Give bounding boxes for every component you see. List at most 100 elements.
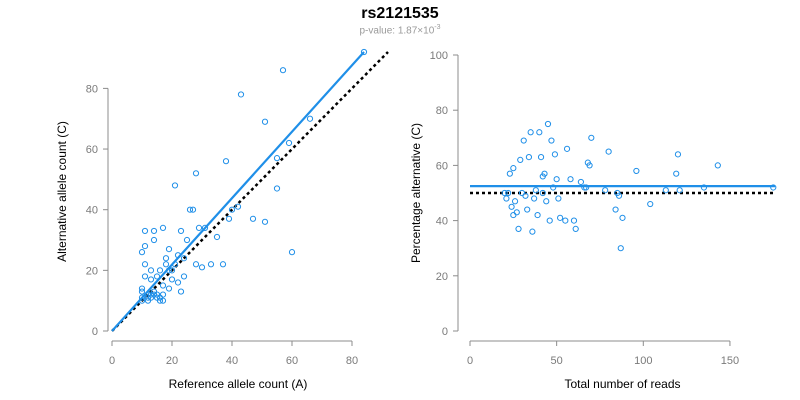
chart2-data-point: [662, 187, 669, 194]
chart2-data-point: [517, 156, 524, 163]
chart2-data-point: [619, 214, 626, 221]
chart2-data-point: [588, 134, 595, 141]
chart2-data-point: [520, 137, 527, 144]
chart2-data-point: [714, 162, 721, 169]
chart2-data-point: [553, 176, 560, 183]
chart1-data-point: [225, 215, 233, 222]
chart1-data-point: [156, 267, 164, 274]
chart2-y-tick-label: 80: [436, 105, 448, 117]
chart1-x-tick-label: 20: [166, 355, 178, 367]
chart1-data-point: [288, 249, 296, 256]
chart1-data-point: [186, 206, 194, 213]
chart2-data-point: [541, 170, 548, 177]
chart2-y-axis-title: Percentage alternative (C): [409, 123, 423, 263]
chart1-data-point: [141, 261, 149, 268]
chart1-x-tick-label: 0: [109, 355, 115, 367]
chart1-x-tick-label: 60: [286, 355, 298, 367]
chart2-data-point: [563, 145, 571, 152]
chart2-x-tick-label: 150: [721, 355, 739, 367]
chart2-y-tick-label: 20: [436, 271, 448, 283]
chart2-data-point: [586, 162, 593, 169]
chart2-data-point: [510, 211, 517, 219]
scatter-panel-1: 0 20 40 60 80 0 20 40 60 80 Reference allele count…: [55, 48, 389, 391]
chart2-y-tick-label: 60: [436, 160, 448, 172]
chart2-data-point: [567, 176, 574, 183]
chart2-data-point: [551, 151, 559, 158]
chart2-data-point: [539, 189, 546, 197]
chart1-data-point: [207, 261, 215, 268]
chart2-data-point: [543, 198, 550, 205]
chart1-data-point: [192, 261, 200, 268]
chart1-data-point: [150, 227, 158, 235]
chart1-data-point: [141, 273, 149, 280]
chart1-data-point: [171, 261, 179, 268]
chart2-y-tick-label: 100: [430, 50, 448, 62]
chart2-x-tick-label: 100: [634, 355, 652, 367]
chart1-data-point: [174, 252, 182, 259]
chart1-data-point: [138, 294, 146, 301]
chart1-y-tick-label: 20: [86, 265, 98, 277]
chart1-data-point: [162, 261, 170, 268]
chart2-data-point: [700, 184, 708, 191]
chart1-data-point: [156, 297, 164, 304]
chart1-data-point: [279, 67, 287, 74]
chart2-data-point: [505, 189, 512, 197]
chart1-y-tick-label: 0: [92, 326, 98, 338]
chart1-data-point: [165, 246, 173, 253]
chart1-data-point: [138, 285, 146, 292]
chart1-data-point: [222, 158, 230, 165]
chart1-x-tick-label: 40: [226, 355, 238, 367]
chart1-data-point: [195, 224, 203, 231]
subtitle-text: p-value: 1.87×10: [359, 25, 435, 37]
chart1-data-point: [189, 206, 197, 213]
scatter-panel-2: 0 50 100 150 0 20 40 60 80 100 Total number of rea…: [409, 50, 777, 391]
chart2-data-point: [557, 214, 564, 221]
chart2-data-point: [676, 187, 683, 194]
chart1-data-point: [147, 276, 155, 283]
chart1-data-point: [171, 182, 179, 189]
chart2-data-point: [546, 217, 553, 224]
chart2-data-point: [550, 184, 557, 191]
chart2-data-point: [536, 129, 543, 136]
chart1-data-point: [138, 249, 146, 256]
chart2-x-axis-title: Total number of reads: [564, 377, 680, 391]
chart2-data-point: [506, 170, 513, 177]
chart2-data-point: [605, 148, 612, 155]
chart1-data-point: [360, 48, 368, 56]
chart1-y-tick-label: 60: [86, 144, 98, 156]
chart2-y-tick-label: 40: [436, 216, 448, 228]
chart2-data-point: [510, 165, 517, 172]
chart1-data-point: [159, 291, 167, 298]
subtitle-exponent: -3: [434, 24, 441, 31]
chart2-data-point: [674, 151, 682, 158]
chart2-data-point: [647, 200, 654, 208]
chart1-y-tick-label: 40: [86, 205, 98, 217]
chart1-data-point: [285, 139, 293, 147]
chart2-data-point: [515, 225, 522, 232]
chart1-data-point: [165, 267, 173, 274]
chart1-y-axis-title: Alternative allele count (C): [55, 121, 69, 262]
chart2-data-point: [537, 154, 545, 161]
chart1-data-point: [168, 276, 176, 283]
chart2-data-point: [572, 225, 579, 232]
chart1-data-point: [234, 203, 242, 210]
chart-subtitle: p-value: 1.87×10-3: [0, 24, 800, 36]
chart2-data-point: [577, 178, 585, 186]
chart1-data-point: [162, 255, 170, 262]
chart2-data-point: [503, 195, 510, 202]
chart2-data-point: [534, 211, 541, 219]
chart2-data-point: [513, 209, 520, 216]
chart2-data-point: [562, 217, 569, 224]
chart2-x-tick-label: 50: [551, 355, 563, 367]
chart1-data-point: [180, 255, 188, 262]
chart1-y-tick-label: 80: [86, 83, 98, 95]
chart1-data-point: [180, 273, 188, 280]
chart1-data-point: [141, 242, 149, 250]
chart1-data-point: [153, 273, 161, 280]
chart1-data-point: [261, 218, 269, 225]
chart2-data-point: [615, 192, 623, 199]
chart1-data-point: [147, 267, 155, 274]
chart2-data-point: [532, 187, 539, 194]
chart2-data-point: [544, 120, 552, 128]
